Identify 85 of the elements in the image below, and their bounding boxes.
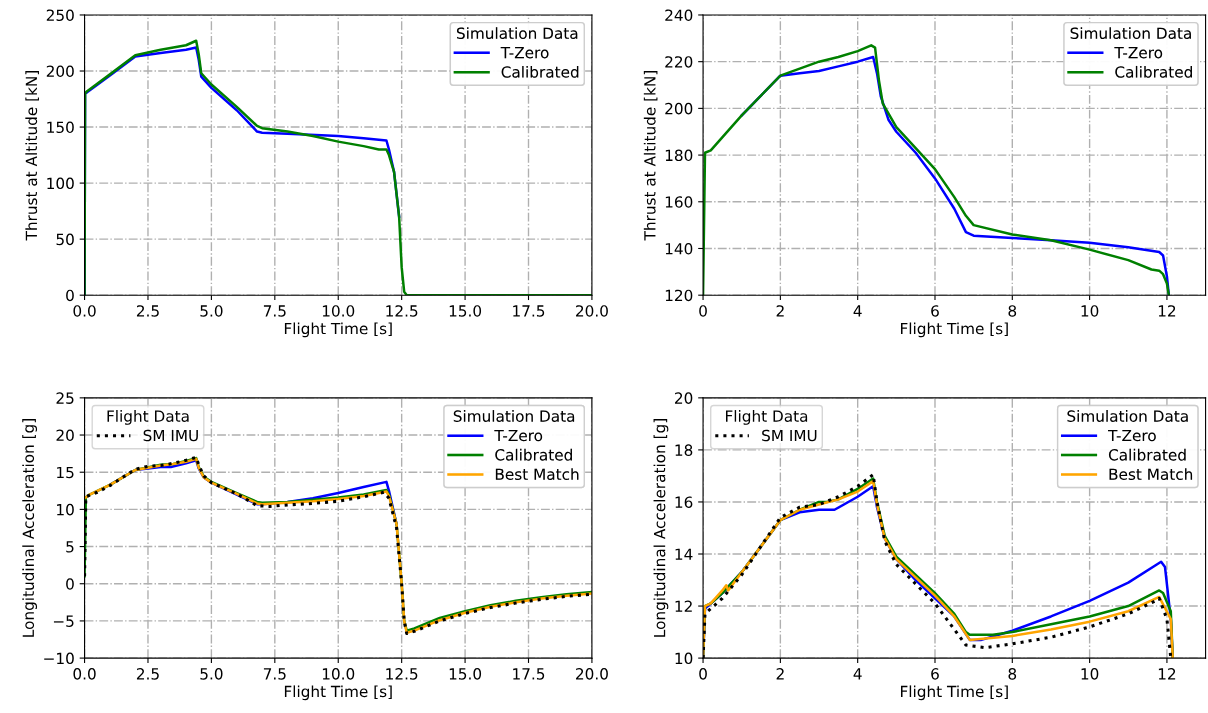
y-axis-title: Thrust at Altitude [kN] bbox=[643, 71, 658, 241]
x-tick-label: 10.0 bbox=[322, 305, 355, 317]
y-tick-label: 15 bbox=[57, 466, 74, 479]
x-tick-label: 6 bbox=[931, 668, 939, 680]
y-tick-label: 18 bbox=[675, 444, 693, 456]
text: Flight Data bbox=[107, 410, 189, 425]
y-axis-title: Longitudinal Acceleration [g] bbox=[22, 419, 38, 637]
x-tick-label: 4 bbox=[853, 668, 862, 680]
legend-label: T-Zero bbox=[1114, 47, 1163, 59]
x-tick-label: 10 bbox=[1081, 305, 1099, 317]
y-tick-label: 240 bbox=[665, 9, 693, 21]
x-tick-label: 12 bbox=[1158, 668, 1176, 680]
x-tick-label: 20.0 bbox=[576, 305, 608, 317]
x-tick-label: 7.5 bbox=[263, 668, 286, 680]
x-tick-label: 5.0 bbox=[200, 305, 223, 317]
x-axis-title: Flight Time [s] bbox=[901, 322, 1008, 338]
legend-label: Calibrated bbox=[1115, 65, 1192, 78]
y-tick-label: 0 bbox=[66, 289, 74, 302]
x-tick-label: 8 bbox=[1008, 668, 1017, 680]
y-tick-label: 10 bbox=[57, 503, 74, 516]
x-tick-label: 12.5 bbox=[386, 305, 418, 317]
y-tick-label: 10 bbox=[675, 652, 693, 665]
legend-label: T-Zero bbox=[500, 47, 549, 59]
x-tick-label: 2 bbox=[776, 305, 784, 317]
y-tick-label: 250 bbox=[46, 9, 74, 21]
legend-label: T-Zero bbox=[1108, 429, 1156, 442]
legend-label: Calibrated bbox=[495, 448, 572, 461]
legend-label: Calibrated bbox=[501, 65, 579, 78]
legend-label: Best Match bbox=[495, 468, 579, 481]
legend-label: SM IMU bbox=[143, 429, 198, 442]
y-tick-label: 16 bbox=[675, 496, 693, 508]
x-axis-title: Flight Time [s] bbox=[284, 322, 392, 338]
x-tick-label: 15.0 bbox=[449, 305, 482, 317]
y-axis-title: Thrust at Altitude [kN] bbox=[25, 71, 39, 241]
y-tick-label: 25 bbox=[56, 392, 74, 404]
y-tick-label: −5 bbox=[53, 615, 74, 627]
text: Simulation Data bbox=[453, 410, 575, 422]
y-axis-title: Longitudinal Acceleration [g] bbox=[653, 419, 669, 637]
x-tick-label: 2.5 bbox=[136, 668, 159, 680]
x-tick-label: 2 bbox=[776, 668, 784, 680]
x-tick-label: 5.0 bbox=[200, 668, 223, 680]
legend-title: Simulation Data bbox=[456, 27, 578, 40]
y-tick-label: 160 bbox=[665, 196, 693, 208]
y-tick-label: 180 bbox=[665, 149, 693, 162]
text: Simulation Data bbox=[1067, 410, 1188, 422]
x-tick-label: 8 bbox=[1008, 305, 1017, 317]
x-tick-label: 20.0 bbox=[576, 668, 608, 680]
legend-title: Simulation Data bbox=[1070, 27, 1191, 40]
x-axis-title: Flight Time [s] bbox=[901, 685, 1008, 701]
y-tick-label: 14 bbox=[675, 548, 693, 560]
y-tick-label: 120 bbox=[665, 289, 693, 302]
x-tick-label: 0.0 bbox=[73, 305, 96, 317]
y-tick-label: 200 bbox=[665, 102, 693, 115]
x-tick-label: 12.5 bbox=[386, 668, 418, 680]
y-tick-label: 0 bbox=[66, 578, 74, 590]
x-tick-label: 10 bbox=[1081, 668, 1099, 680]
y-tick-label: 20 bbox=[56, 429, 74, 442]
y-tick-label: 140 bbox=[665, 242, 693, 255]
y-tick-label: 5 bbox=[66, 541, 74, 553]
x-tick-label: 17.5 bbox=[513, 305, 545, 317]
y-tick-label: 100 bbox=[47, 177, 74, 190]
x-tick-label: 15.0 bbox=[449, 668, 482, 680]
x-tick-label: 17.5 bbox=[513, 668, 545, 680]
x-tick-label: 10.0 bbox=[322, 668, 355, 680]
x-tick-label: 7.5 bbox=[263, 305, 286, 317]
x-tick-label: 6 bbox=[931, 305, 939, 317]
y-tick-label: 12 bbox=[675, 600, 692, 612]
y-tick-label: 150 bbox=[47, 121, 74, 134]
legend-label: Calibrated bbox=[1108, 448, 1186, 461]
legend-label: SM IMU bbox=[762, 429, 817, 442]
x-tick-label: 4 bbox=[853, 305, 862, 317]
y-tick-label: 200 bbox=[46, 65, 74, 78]
y-tick-label: −10 bbox=[44, 652, 74, 665]
x-tick-label: 12 bbox=[1158, 305, 1176, 317]
text: Flight Data bbox=[726, 410, 808, 425]
y-tick-label: 50 bbox=[56, 233, 74, 246]
legend-label: Best Match bbox=[1109, 468, 1193, 481]
x-tick-label: 0 bbox=[699, 668, 707, 680]
y-tick-label: 20 bbox=[675, 392, 693, 404]
x-tick-label: 0.0 bbox=[73, 668, 96, 680]
x-axis-title: Flight Time [s] bbox=[284, 685, 392, 701]
x-tick-label: 0 bbox=[699, 305, 707, 317]
x-tick-label: 2.5 bbox=[136, 305, 159, 317]
legend-label: T-Zero bbox=[494, 429, 543, 442]
y-tick-label: 220 bbox=[665, 56, 693, 68]
